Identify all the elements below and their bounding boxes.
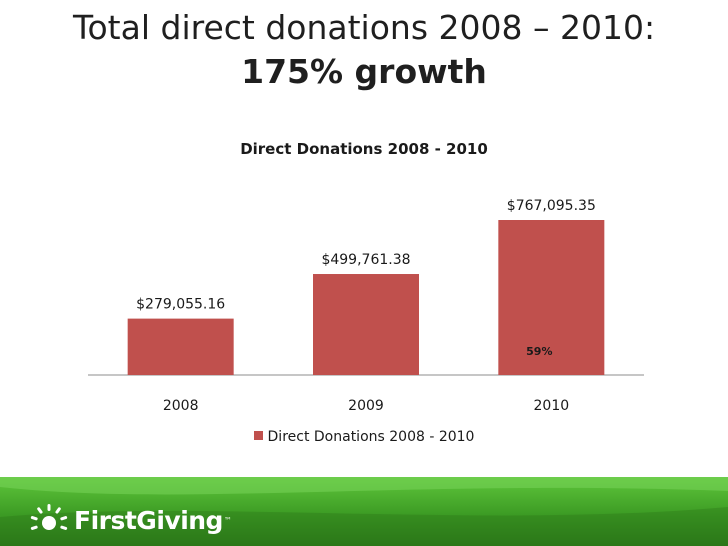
legend-label: Direct Donations 2008 - 2010 xyxy=(267,429,475,445)
growth-annotation-2010: 59% xyxy=(526,345,552,358)
footer-bar xyxy=(0,477,728,546)
chart-title: Direct Donations 2008 - 2010 xyxy=(240,140,488,158)
slide-title-line1: Total direct donations 2008 – 2010: xyxy=(72,8,656,47)
firstgiving-logo: FirstGiving ™ xyxy=(30,500,232,540)
bar-2010 xyxy=(498,220,605,375)
sun-icon xyxy=(30,504,68,530)
slide-title: Total direct donations 2008 – 2010: 175%… xyxy=(0,6,728,94)
legend-swatch xyxy=(253,431,263,440)
slide-title-line2: 175% growth xyxy=(241,52,487,91)
data-label-2008: $279,055.16 xyxy=(136,297,225,313)
x-tick-label-2010: 2010 xyxy=(534,398,570,414)
data-label-2010: $767,095.35 xyxy=(507,198,596,214)
footer-wave-decoration xyxy=(0,477,728,546)
bar-2009 xyxy=(313,274,419,375)
x-tick-label-2009: 2009 xyxy=(348,398,384,414)
bar-2008 xyxy=(127,318,234,375)
chart-legend: Direct Donations 2008 - 2010 xyxy=(0,429,728,445)
data-label-2009: $499,761.38 xyxy=(321,252,410,268)
x-tick-label-2008: 2008 xyxy=(163,398,199,414)
logo-trademark: ™ xyxy=(223,515,232,525)
logo-wordmark: FirstGiving xyxy=(74,505,223,535)
bar-chart: $279,055.16 2008 $499,761.38 2009 $767,095.3… xyxy=(88,198,644,414)
